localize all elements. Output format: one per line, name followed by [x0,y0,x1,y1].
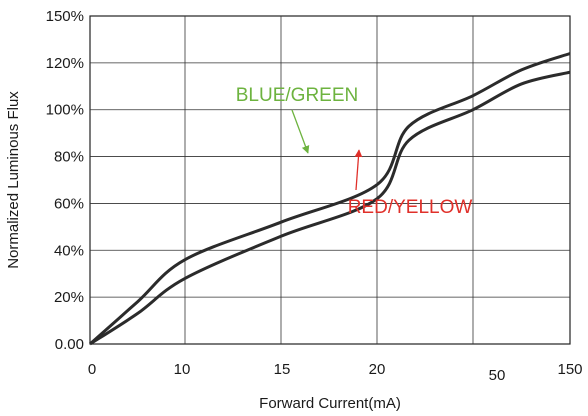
y-tick-label: 120% [46,55,84,72]
plot-frame [89,15,571,345]
y-tick-label: 20% [54,289,84,306]
x-tick-label: 0 [88,361,96,378]
series-line-blue-green [89,52,571,346]
x-axis-label: Forward Current(mA) [259,395,401,412]
annotation-arrow [291,109,310,154]
y-tick-label: 80% [54,149,84,166]
y-axis-label: Normalized Luminous Flux [5,91,22,269]
y-tick-label: 60% [54,195,84,212]
grid [89,15,571,345]
x-tick-label: 10 [174,361,191,378]
x-tick-labels: 0 10 15 20 50 150 [88,361,583,384]
x-tick-label: 50 [489,367,506,384]
annotations: BLUE/GREEN RED/YELLOW [236,85,473,218]
y-tick-label: 40% [54,242,84,259]
y-tick-label: 150% [46,8,84,25]
series-lines [89,52,571,346]
x-tick-label: 15 [274,361,291,378]
y-tick-labels: 0.00 20% 40% 60% 80% 100% 120% 150% [46,8,84,353]
series-line-red-yellow [89,70,571,346]
series-annotation-label: RED/YELLOW [348,197,473,218]
y-tick-label: 100% [46,102,84,119]
x-tick-label: 20 [369,361,386,378]
x-tick-label: 150 [557,361,582,378]
annotation-arrow [354,149,363,191]
y-tick-label: 0.00 [55,336,84,353]
series-annotation-label: BLUE/GREEN [236,85,358,106]
